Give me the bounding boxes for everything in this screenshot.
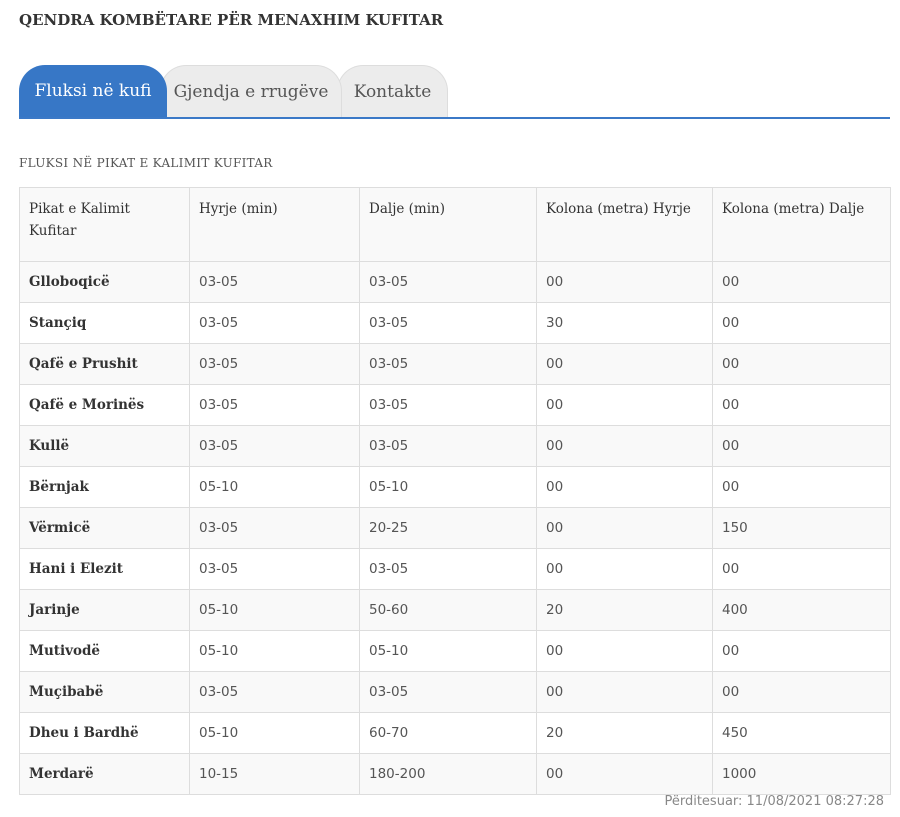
queue-entry-cell: 00 [536, 425, 713, 467]
exit-time-cell: 50-60 [359, 589, 537, 631]
column-header-exit-min: Dalje (min) [359, 187, 537, 262]
table-row: Jarinje 05-10 50-60 20 400 [19, 589, 891, 631]
exit-time-cell: 20-25 [359, 507, 537, 549]
border-flux-table: Pikat e Kalimit Kufitar Hyrje (min) Dalj… [19, 187, 891, 795]
queue-entry-cell: 00 [536, 466, 713, 508]
queue-entry-cell: 20 [536, 712, 713, 754]
queue-exit-cell: 1000 [712, 753, 891, 795]
exit-time-cell: 05-10 [359, 630, 537, 672]
queue-exit-cell: 00 [712, 671, 891, 713]
queue-exit-cell: 150 [712, 507, 891, 549]
queue-exit-cell: 00 [712, 384, 891, 426]
entry-time-cell: 03-05 [189, 507, 360, 549]
queue-exit-cell: 00 [712, 425, 891, 467]
exit-time-cell: 03-05 [359, 425, 537, 467]
table-row: Kullë 03-05 03-05 00 00 [19, 425, 891, 467]
crossing-point-cell: Kullë [19, 425, 190, 467]
entry-time-cell: 05-10 [189, 589, 360, 631]
tab-kontakte[interactable]: Kontakte [337, 65, 448, 117]
entry-time-cell: 05-10 [189, 466, 360, 508]
queue-entry-cell: 00 [536, 261, 713, 303]
section-title: FLUKSI NË PIKAT E KALIMIT KUFITAR [19, 156, 273, 170]
crossing-point-cell: Dheu i Bardhë [19, 712, 190, 754]
queue-entry-cell: 00 [536, 548, 713, 590]
crossing-point-cell: Jarinje [19, 589, 190, 631]
queue-exit-cell: 450 [712, 712, 891, 754]
table-row: Stançiq 03-05 03-05 30 00 [19, 302, 891, 344]
entry-time-cell: 10-15 [189, 753, 360, 795]
column-header-entry-min: Hyrje (min) [189, 187, 360, 262]
crossing-point-cell: Qafë e Morinës [19, 384, 190, 426]
crossing-point-cell: Merdarë [19, 753, 190, 795]
queue-entry-cell: 00 [536, 671, 713, 713]
tab-bar: Fluksi në kufi Gjendja e rrugëve Kontakt… [19, 65, 890, 119]
exit-time-cell: 03-05 [359, 548, 537, 590]
entry-time-cell: 03-05 [189, 261, 360, 303]
exit-time-cell: 03-05 [359, 671, 537, 713]
entry-time-cell: 03-05 [189, 302, 360, 344]
queue-exit-cell: 00 [712, 343, 891, 385]
exit-time-cell: 03-05 [359, 302, 537, 344]
crossing-point-cell: Stançiq [19, 302, 190, 344]
crossing-point-cell: Muçibabë [19, 671, 190, 713]
table-row: Mutivodë 05-10 05-10 00 00 [19, 630, 891, 672]
crossing-point-cell: Vërmicë [19, 507, 190, 549]
crossing-point-cell: Hani i Elezit [19, 548, 190, 590]
entry-time-cell: 03-05 [189, 425, 360, 467]
table-row: Hani i Elezit 03-05 03-05 00 00 [19, 548, 891, 590]
entry-time-cell: 03-05 [189, 548, 360, 590]
queue-exit-cell: 00 [712, 302, 891, 344]
queue-exit-cell: 00 [712, 466, 891, 508]
exit-time-cell: 03-05 [359, 384, 537, 426]
exit-time-cell: 180-200 [359, 753, 537, 795]
queue-entry-cell: 00 [536, 384, 713, 426]
column-header-crossing-point: Pikat e Kalimit Kufitar [19, 187, 190, 262]
entry-time-cell: 05-10 [189, 630, 360, 672]
entry-time-cell: 03-05 [189, 384, 360, 426]
queue-entry-cell: 00 [536, 630, 713, 672]
entry-time-cell: 03-05 [189, 671, 360, 713]
tab-fluksi-ne-kufi[interactable]: Fluksi në kufi [19, 65, 167, 117]
last-updated-timestamp: Përditesuar: 11/08/2021 08:27:28 [664, 794, 884, 809]
table-row: Muçibabë 03-05 03-05 00 00 [19, 671, 891, 713]
crossing-point-cell: Qafë e Prushit [19, 343, 190, 385]
exit-time-cell: 03-05 [359, 343, 537, 385]
queue-entry-cell: 30 [536, 302, 713, 344]
exit-time-cell: 05-10 [359, 466, 537, 508]
queue-entry-cell: 00 [536, 753, 713, 795]
tab-gjendja-e-rrugeve[interactable]: Gjendja e rrugëve [160, 65, 342, 117]
table-row: Glloboqicë 03-05 03-05 00 00 [19, 261, 891, 303]
table-header-row: Pikat e Kalimit Kufitar Hyrje (min) Dalj… [19, 187, 891, 262]
crossing-point-cell: Bërnjak [19, 466, 190, 508]
table-row: Dheu i Bardhë 05-10 60-70 20 450 [19, 712, 891, 754]
table-row: Qafë e Morinës 03-05 03-05 00 00 [19, 384, 891, 426]
table-row: Bërnjak 05-10 05-10 00 00 [19, 466, 891, 508]
queue-entry-cell: 20 [536, 589, 713, 631]
table-row: Merdarë 10-15 180-200 00 1000 [19, 753, 891, 795]
queue-exit-cell: 00 [712, 548, 891, 590]
table-row: Qafë e Prushit 03-05 03-05 00 00 [19, 343, 891, 385]
entry-time-cell: 05-10 [189, 712, 360, 754]
crossing-point-cell: Mutivodë [19, 630, 190, 672]
exit-time-cell: 60-70 [359, 712, 537, 754]
entry-time-cell: 03-05 [189, 343, 360, 385]
column-header-queue-entry: Kolona (metra) Hyrje [536, 187, 713, 262]
queue-exit-cell: 00 [712, 261, 891, 303]
queue-exit-cell: 00 [712, 630, 891, 672]
column-header-queue-exit: Kolona (metra) Dalje [712, 187, 891, 262]
queue-entry-cell: 00 [536, 507, 713, 549]
page-title: QENDRA KOMBËTARE PËR MENAXHIM KUFITAR [19, 11, 444, 29]
crossing-point-cell: Glloboqicë [19, 261, 190, 303]
queue-exit-cell: 400 [712, 589, 891, 631]
queue-entry-cell: 00 [536, 343, 713, 385]
exit-time-cell: 03-05 [359, 261, 537, 303]
table-row: Vërmicë 03-05 20-25 00 150 [19, 507, 891, 549]
